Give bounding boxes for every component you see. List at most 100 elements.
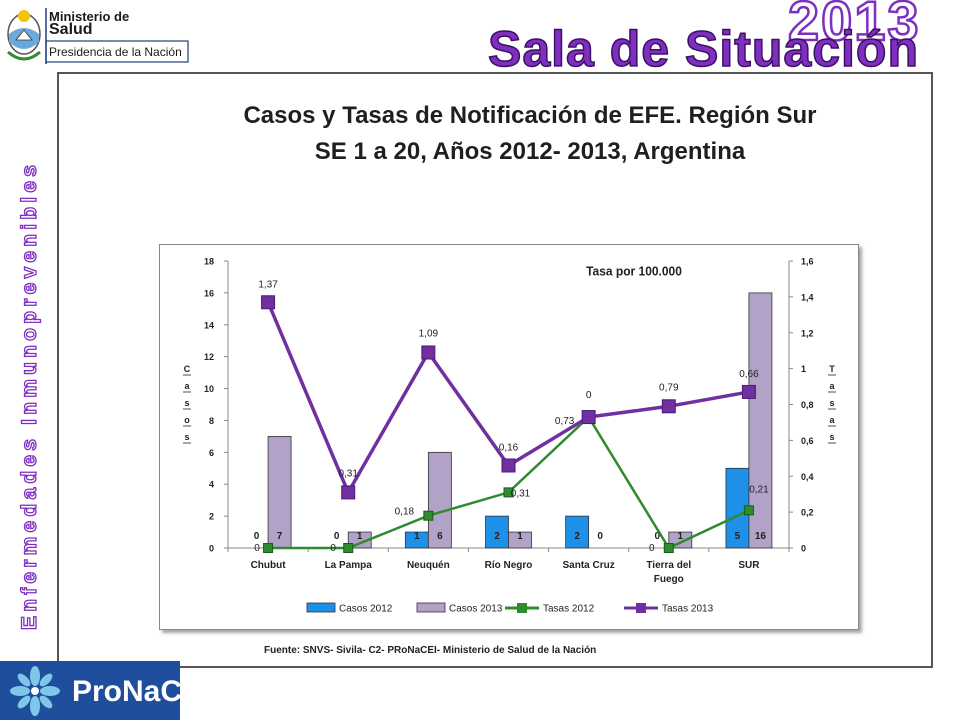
- x-category-label: Fuego: [654, 574, 684, 585]
- pronacei-logo: [0, 661, 180, 720]
- y-right-axis-label-letter: s: [829, 398, 834, 408]
- line-data-label: 0,31: [511, 488, 531, 499]
- legend-swatch: [306, 602, 336, 613]
- line-data-label: 0: [586, 390, 592, 401]
- y-left-tick-label: 8: [209, 416, 214, 426]
- y-left-axis-label-letter: s: [184, 398, 189, 408]
- side-label-text: Enfermedades Inmunoprevenibles: [18, 161, 41, 630]
- line-data-label: 1,37: [258, 279, 278, 290]
- x-category-label: Chubut: [251, 560, 287, 571]
- y-right-tick-label: 1,6: [801, 257, 814, 267]
- bar-data-label: 2: [494, 531, 500, 542]
- ministry-line3: Presidencia de la Nación: [49, 45, 182, 59]
- bar-data-label: 5: [735, 531, 741, 542]
- bar-casos-2012: [565, 515, 590, 549]
- bar-data-label: 0: [597, 531, 603, 542]
- y-right-tick-label: 0,2: [801, 508, 814, 518]
- line-data-label: 0: [649, 543, 655, 554]
- bar-data-label: 16: [755, 531, 767, 542]
- line-data-label: 0: [254, 543, 260, 554]
- y-right-tick-label: 0,8: [801, 400, 814, 410]
- y-right-tick-label: 1: [801, 364, 806, 374]
- point-tasas-2013: [661, 399, 676, 414]
- y-left-tick-label: 10: [204, 384, 214, 394]
- sala-de-situacion-title: 2013 Sala de Situación: [487, 0, 921, 78]
- bar-data-label: 0: [655, 531, 661, 542]
- y-right-tick-label: 1,4: [801, 292, 814, 302]
- y-left-axis-label-letter: o: [184, 415, 190, 425]
- y-right-tick-label: 0: [801, 544, 806, 554]
- line-data-label: 0,66: [739, 369, 759, 380]
- legend-label: Casos 2012: [339, 604, 393, 615]
- point-tasas-2012: [263, 543, 274, 553]
- y-left-tick-label: 4: [209, 480, 214, 490]
- legend-swatch-marker: [517, 603, 527, 613]
- legend-swatch-marker: [636, 603, 646, 613]
- bar-data-label: 1: [678, 531, 684, 542]
- y-left-tick-label: 16: [204, 288, 214, 298]
- point-tasas-2013: [341, 485, 356, 500]
- bar-data-label: 1: [357, 531, 363, 542]
- ministry-line2: Salud: [49, 21, 93, 38]
- y-left-axis-label-letter: a: [184, 381, 190, 391]
- x-category-label: Tierra del: [646, 560, 691, 571]
- y-right-tick-label: 1,2: [801, 328, 814, 338]
- line-data-label: 0,79: [659, 382, 679, 393]
- y-left-tick-label: 14: [204, 320, 214, 330]
- point-tasas-2013: [581, 410, 596, 425]
- y-right-axis-label-letter: a: [829, 381, 835, 391]
- sala-title-text: Sala de Situación: [488, 21, 919, 77]
- y-left-tick-label: 2: [209, 512, 214, 522]
- x-category-label: Río Negro: [485, 560, 533, 571]
- y-right-tick-label: 0,4: [801, 472, 814, 482]
- bar-data-label: 1: [517, 531, 523, 542]
- point-tasas-2012: [423, 510, 434, 521]
- bar-casos-2013: [748, 292, 773, 549]
- y-left-tick-label: 12: [204, 352, 214, 362]
- point-tasas-2012: [343, 543, 354, 553]
- line-data-label: 0,18: [395, 507, 415, 518]
- line-data-label: 0: [330, 543, 336, 554]
- line-data-label: 0,73: [555, 416, 575, 427]
- bar-data-label: 6: [437, 531, 443, 542]
- point-tasas-2013: [741, 384, 756, 399]
- x-category-label: La Pampa: [325, 560, 373, 571]
- ministry-logo: Ministerio de Salud Presidencia de la Na…: [2, 0, 198, 70]
- rate-annotation: Tasa por 100.000: [586, 264, 682, 278]
- line-data-label: 1,09: [419, 328, 439, 339]
- bar-casos-2013: [508, 531, 532, 549]
- ministry-line1: Ministerio de: [49, 9, 130, 24]
- bar-casos-2013: [427, 451, 452, 549]
- flower-icon: [10, 666, 60, 716]
- legend-label: Casos 2013: [449, 604, 503, 615]
- chart-title: Casos y Tasas de Notificación de EFE. Re…: [130, 98, 930, 170]
- line-data-label: 0,16: [499, 442, 519, 453]
- bar-data-label: 2: [574, 531, 580, 542]
- y-right-axis-label-letter: T: [829, 364, 835, 374]
- y-right-axis-label-letter: s: [829, 432, 834, 442]
- point-tasas-2013: [501, 458, 516, 473]
- y-left-tick-label: 18: [204, 257, 214, 267]
- x-category-label: Neuquén: [407, 560, 450, 571]
- legend-swatch: [416, 602, 446, 613]
- chart-title-line2: SE 1 a 20, Años 2012- 2013, Argentina: [314, 138, 746, 165]
- bar-data-label: 0: [254, 531, 260, 542]
- chart-svg: 02468101214161800,20,40,60,811,21,41,6Ca…: [183, 257, 836, 615]
- point-tasas-2013: [261, 295, 276, 310]
- argentina-shield-icon: [7, 8, 189, 64]
- side-label: Enfermedades Inmunoprevenibles: [17, 160, 41, 630]
- legend-label: Tasas 2013: [662, 604, 714, 615]
- y-right-axis-label-letter: a: [829, 415, 835, 425]
- y-left-axis-label-letter: s: [184, 432, 189, 442]
- x-category-label: Santa Cruz: [563, 560, 615, 571]
- bar-data-label: 1: [414, 531, 420, 542]
- pronacei-text: ProNaCEI: [72, 675, 211, 708]
- point-tasas-2013: [421, 345, 436, 360]
- sala-year: 2013: [788, 0, 921, 52]
- legend-label: Tasas 2012: [543, 604, 595, 615]
- y-right-tick-label: 0,6: [801, 436, 814, 446]
- bar-data-label: 7: [277, 531, 283, 542]
- y-left-axis-label-letter: C: [184, 364, 191, 374]
- point-tasas-2012: [503, 487, 514, 498]
- point-tasas-2012: [743, 505, 754, 516]
